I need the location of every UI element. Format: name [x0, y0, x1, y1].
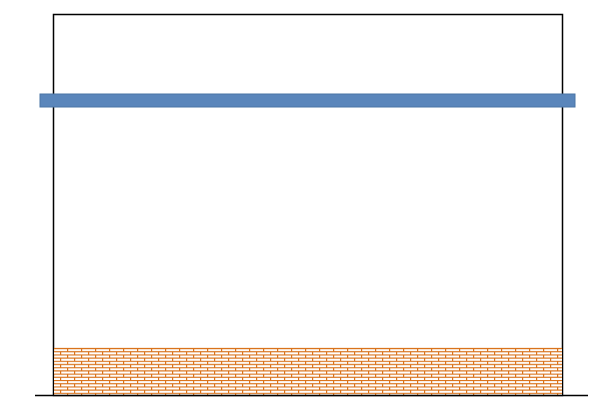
brick-wall [54, 348, 562, 395]
frame [52, 13, 564, 397]
beam [39, 93, 576, 108]
